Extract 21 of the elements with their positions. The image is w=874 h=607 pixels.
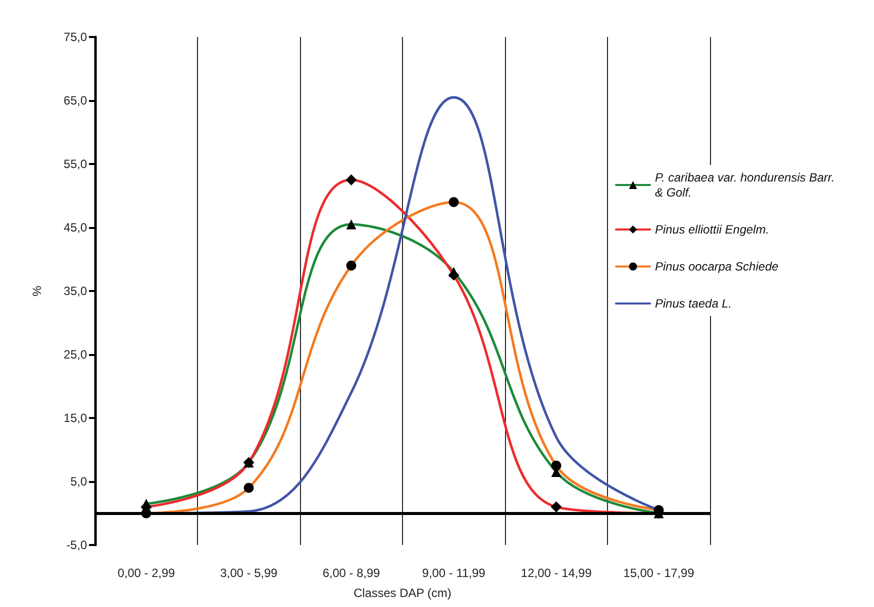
y-axis-title: % bbox=[30, 285, 44, 296]
y-tick-label: 35,0 bbox=[64, 284, 88, 298]
y-tick-label: 25,0 bbox=[64, 348, 88, 362]
x-tick-label: 9,00 - 11,99 bbox=[422, 566, 486, 580]
x-tick-label: 3,00 - 5,99 bbox=[220, 566, 278, 580]
x-tick-label: 0,00 - 2,99 bbox=[118, 566, 176, 580]
x-tick-label: 12,00 - 14,99 bbox=[520, 566, 592, 580]
legend-label: Pinus taeda L. bbox=[655, 296, 732, 310]
y-tick-label: 15,0 bbox=[64, 411, 88, 425]
y-tick-label: 55,0 bbox=[64, 157, 88, 171]
x-tick-label: 15,00 - 17,99 bbox=[623, 566, 694, 580]
y-tick-label: 65,0 bbox=[64, 94, 88, 108]
y-tick-label: -5,0 bbox=[66, 538, 88, 552]
x-tick-label: 6,00 - 8,99 bbox=[322, 566, 380, 580]
legend-label: Pinus elliottii Engelm. bbox=[655, 222, 770, 236]
legend-label: P. caribaea var. hondurensis Barr. & Golf. bbox=[655, 170, 838, 200]
y-tick-label: 5,0 bbox=[70, 474, 88, 488]
legend-label: Pinus oocarpa Schiede bbox=[655, 260, 779, 274]
y-tick-label: 75,0 bbox=[64, 30, 88, 44]
x-axis-title: Classes DAP (cm) bbox=[354, 586, 452, 600]
y-tick-label: 45,0 bbox=[64, 220, 88, 234]
